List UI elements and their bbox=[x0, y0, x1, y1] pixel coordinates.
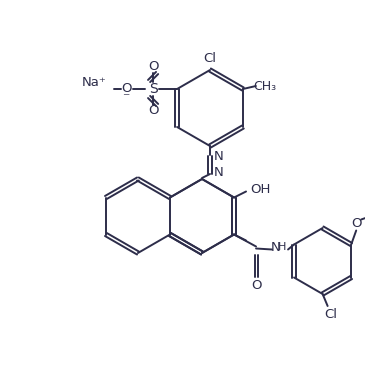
Text: OH: OH bbox=[250, 183, 270, 196]
Text: S: S bbox=[149, 82, 157, 96]
Text: CH₃: CH₃ bbox=[253, 79, 276, 92]
Text: N: N bbox=[271, 241, 281, 254]
Text: O: O bbox=[148, 105, 158, 117]
Text: O: O bbox=[121, 82, 131, 96]
Text: O: O bbox=[251, 279, 261, 292]
Text: O: O bbox=[351, 217, 361, 230]
Text: Cl: Cl bbox=[204, 53, 216, 65]
Text: N: N bbox=[214, 167, 224, 179]
Text: H: H bbox=[278, 243, 286, 253]
Text: O: O bbox=[148, 61, 158, 73]
Text: Na⁺: Na⁺ bbox=[82, 76, 107, 88]
Text: Cl: Cl bbox=[324, 308, 337, 320]
Text: N: N bbox=[214, 150, 224, 164]
Text: ⁻: ⁻ bbox=[122, 91, 130, 105]
